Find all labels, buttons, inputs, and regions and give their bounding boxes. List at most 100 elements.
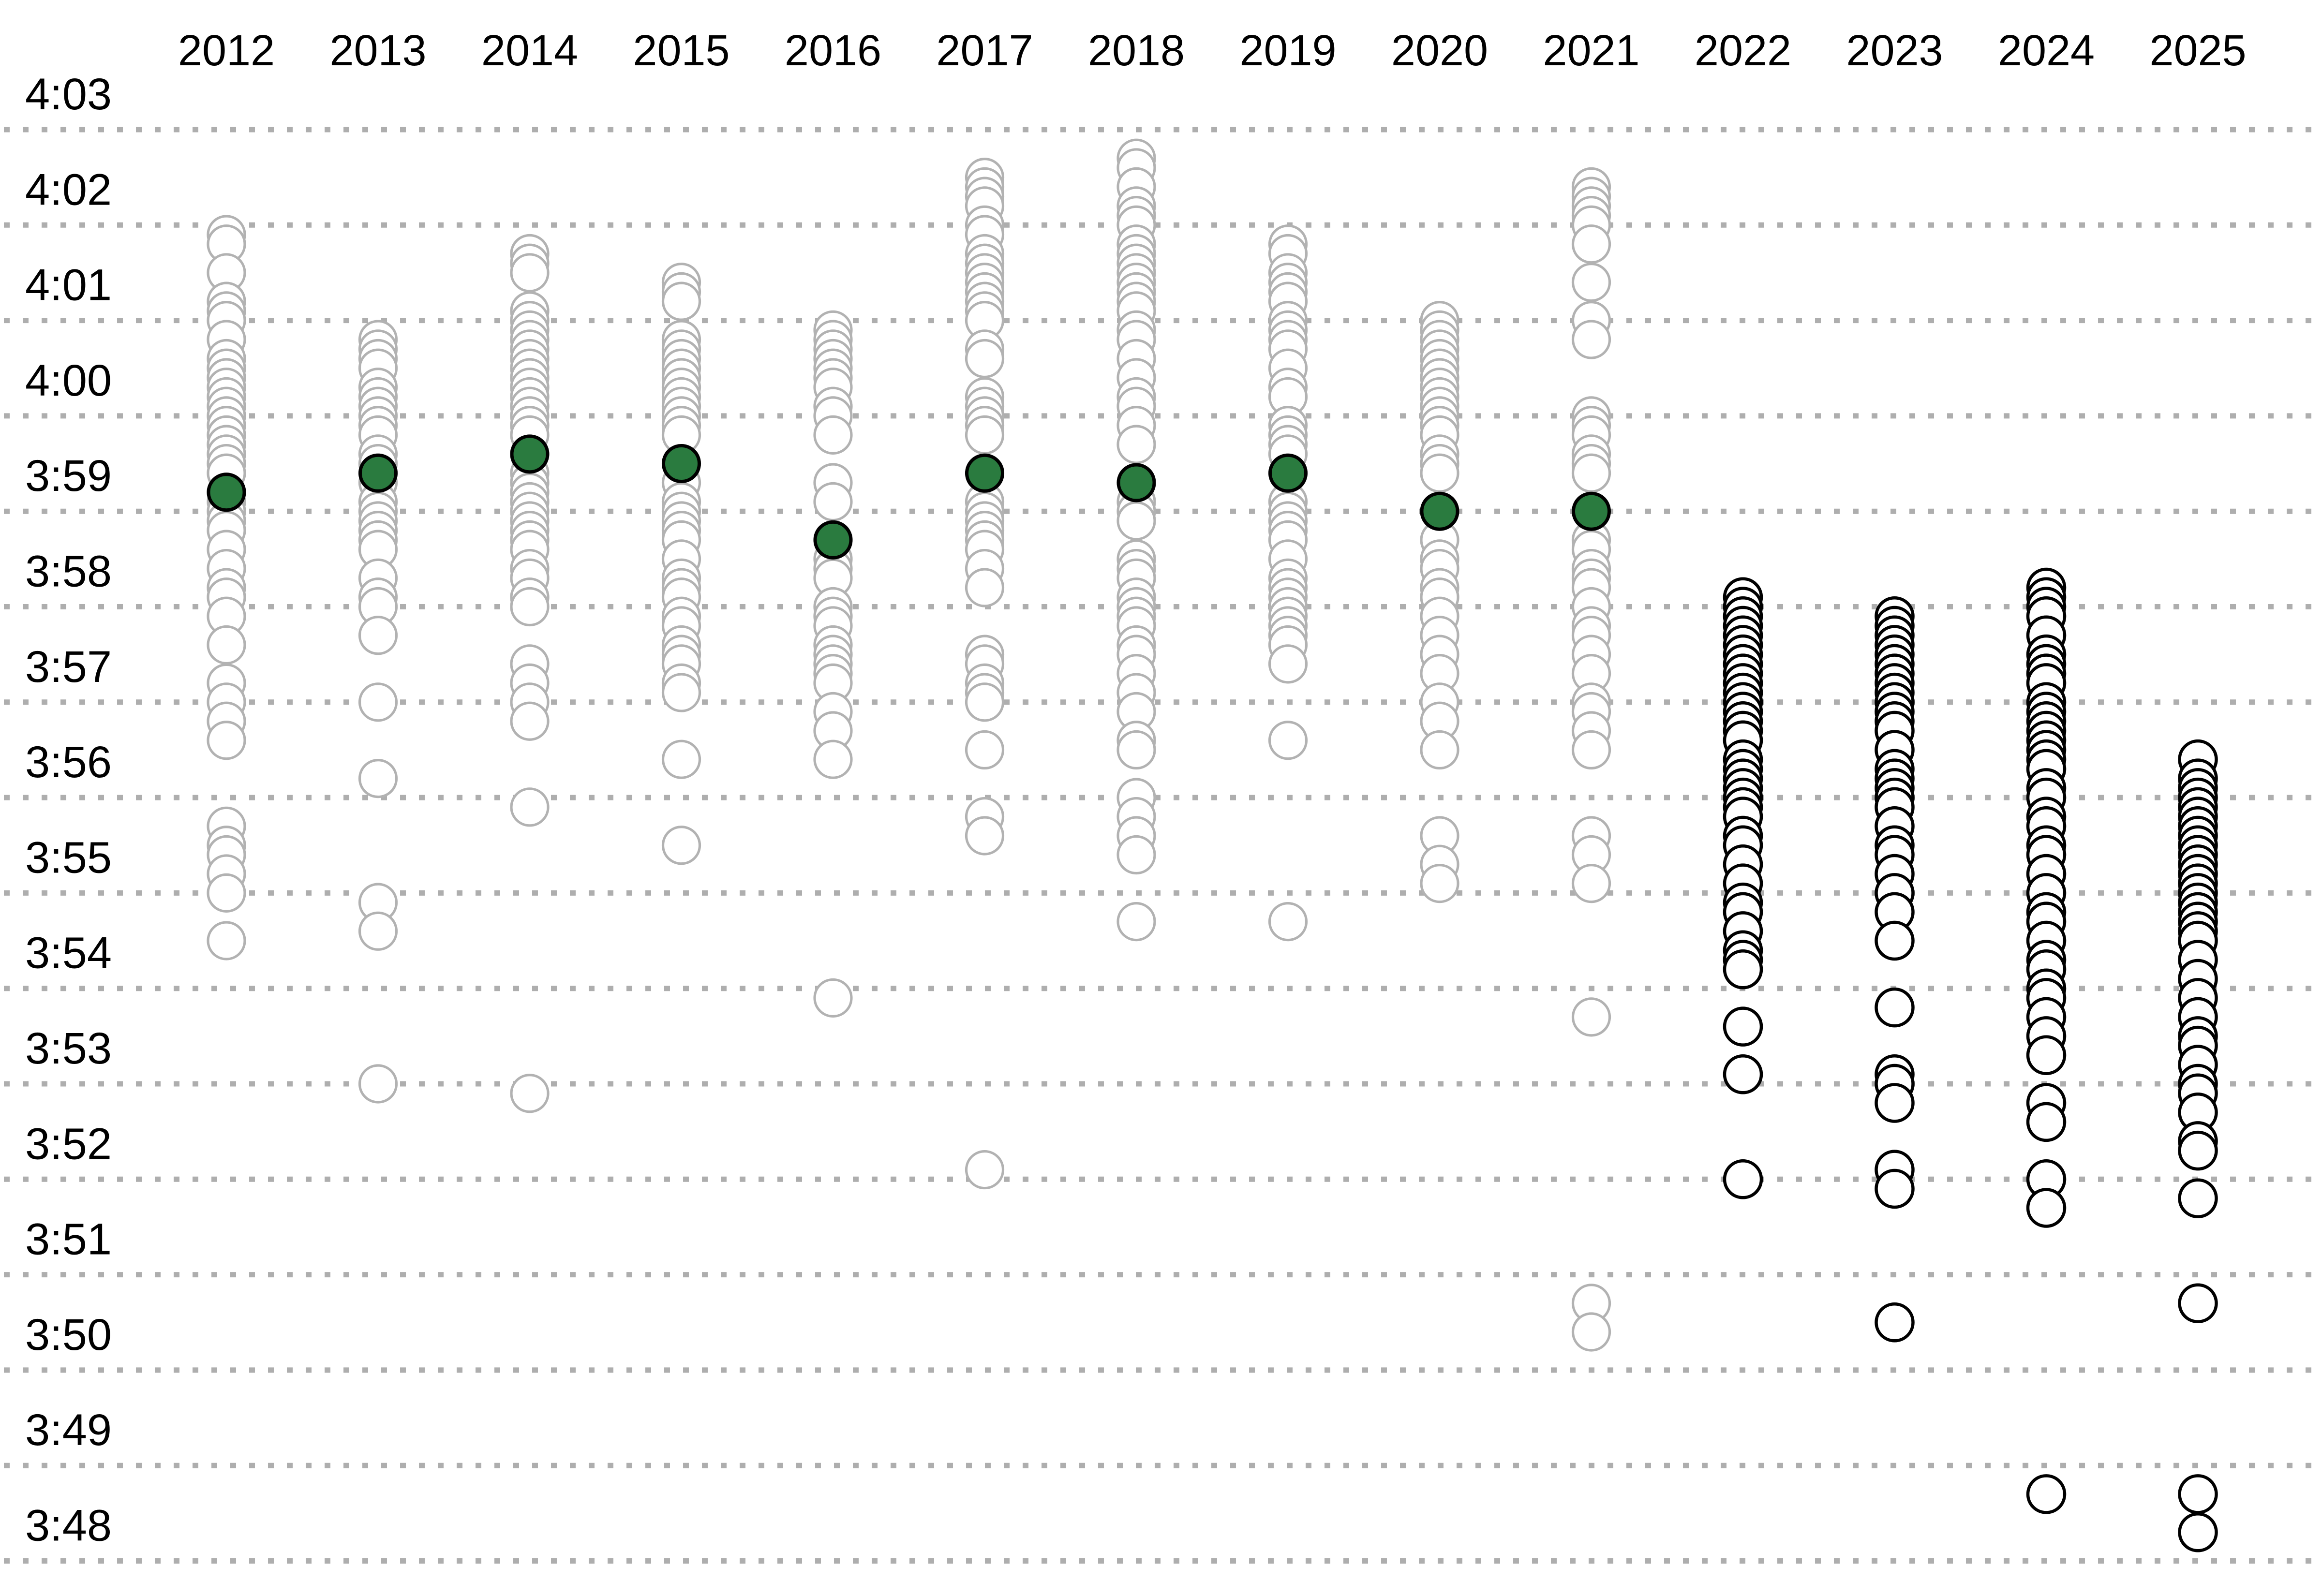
- time-dot-2012: [207, 873, 246, 913]
- time-dot-2021: [1571, 320, 1611, 359]
- year-label: 2023: [1846, 27, 1943, 75]
- median-dot-2019: [1268, 453, 1308, 493]
- time-dot-2024: [2026, 1102, 2067, 1142]
- year-label: 2024: [1998, 27, 2095, 75]
- time-dot-2016: [813, 415, 853, 455]
- year-label: 2025: [2149, 27, 2246, 75]
- time-axis-label: 3:56: [25, 738, 112, 787]
- time-dot-2025: [2178, 1474, 2218, 1514]
- year-label: 2013: [329, 27, 426, 75]
- time-dot-2014: [510, 787, 550, 827]
- time-dot-2012: [207, 625, 246, 665]
- time-axis-label: 3:51: [25, 1215, 112, 1264]
- time-dot-2012: [207, 921, 246, 961]
- time-dot-2014: [510, 1074, 550, 1113]
- time-dot-2021: [1571, 997, 1611, 1037]
- time-dot-2018: [1116, 425, 1156, 464]
- time-dot-2017: [965, 1150, 1005, 1190]
- time-axis-label: 3:53: [25, 1024, 112, 1073]
- time-dot-2022: [1723, 1159, 1763, 1199]
- time-axis-label: 4:02: [25, 165, 112, 214]
- time-dot-2013: [358, 616, 398, 655]
- time-axis-label: 4:00: [25, 356, 112, 405]
- time-axis-label: 3:48: [25, 1501, 112, 1551]
- time-dot-2021: [1571, 453, 1611, 493]
- year-label: 2015: [633, 27, 729, 75]
- year-label: 2014: [481, 27, 578, 75]
- time-axis-label: 4:03: [25, 70, 112, 119]
- year-label: 2016: [785, 27, 881, 75]
- time-dot-2018: [1116, 730, 1156, 770]
- time-dot-2022: [1723, 1006, 1763, 1047]
- time-dot-2013: [358, 1064, 398, 1104]
- time-dot-2023: [1875, 1083, 1915, 1123]
- time-dot-2025: [2178, 1178, 2218, 1219]
- time-dot-2021: [1571, 224, 1611, 264]
- time-dot-2022: [1723, 949, 1763, 990]
- time-dot-2016: [813, 739, 853, 779]
- median-dot-2018: [1116, 463, 1156, 502]
- time-dot-2018: [1116, 835, 1156, 875]
- time-dot-2015: [661, 281, 701, 321]
- time-dot-2012: [207, 721, 246, 760]
- time-dot-2013: [358, 682, 398, 722]
- time-axis-label: 3:58: [25, 547, 112, 596]
- time-dot-2023: [1875, 1168, 1915, 1209]
- time-dot-2023: [1875, 987, 1915, 1028]
- time-dot-2024: [2026, 1035, 2067, 1076]
- time-axis-label: 3:57: [25, 642, 112, 692]
- year-label: 2019: [1239, 27, 1336, 75]
- time-axis-label: 3:55: [25, 833, 112, 882]
- time-dot-2015: [661, 739, 701, 779]
- time-dot-2022: [1723, 1054, 1763, 1094]
- time-axis-label: 3:49: [25, 1405, 112, 1455]
- time-dot-2013: [358, 759, 398, 798]
- time-dot-2023: [1875, 1302, 1915, 1343]
- time-dot-2013: [358, 911, 398, 951]
- time-dot-2014: [510, 587, 550, 627]
- time-dot-2025: [2178, 1512, 2218, 1552]
- time-dot-2019: [1268, 901, 1308, 942]
- median-dot-2017: [965, 453, 1004, 493]
- year-label: 2020: [1391, 27, 1488, 75]
- time-dot-2014: [510, 701, 550, 741]
- time-dot-2024: [2026, 1188, 2067, 1228]
- year-label: 2018: [1088, 27, 1185, 75]
- time-axis-label: 3:52: [25, 1119, 112, 1168]
- time-dot-2019: [1268, 721, 1308, 760]
- time-dot-2015: [661, 826, 701, 865]
- time-dot-2018: [1116, 901, 1156, 942]
- time-dot-2023: [1875, 920, 1915, 961]
- year-label: 2012: [178, 27, 275, 75]
- time-dot-2020: [1420, 453, 1459, 493]
- time-dot-2017: [965, 339, 1005, 379]
- year-label: 2021: [1543, 27, 1639, 75]
- median-dot-2021: [1572, 491, 1611, 531]
- median-dot-2015: [662, 444, 701, 484]
- time-dot-2017: [965, 415, 1005, 455]
- time-dot-2015: [661, 673, 701, 712]
- median-dot-2016: [813, 520, 853, 560]
- time-axis-label: 4:01: [25, 261, 112, 310]
- median-dot-2014: [510, 434, 550, 474]
- time-axis-label: 3:54: [25, 929, 112, 978]
- time-dot-2021: [1571, 864, 1611, 903]
- time-axis-label: 3:50: [25, 1310, 112, 1360]
- year-label: 2017: [936, 27, 1033, 75]
- time-dot-2019: [1268, 644, 1308, 684]
- year-label: 2022: [1695, 27, 1791, 75]
- median-dot-2012: [207, 473, 246, 512]
- time-axis-label: 3:59: [25, 451, 112, 501]
- time-dot-2021: [1571, 730, 1611, 770]
- time-dot-2021: [1571, 263, 1611, 302]
- time-dot-2025: [2178, 1283, 2218, 1324]
- time-dot-2018: [1116, 501, 1156, 541]
- time-dot-2024: [2026, 1474, 2067, 1514]
- time-dot-2020: [1420, 730, 1459, 770]
- time-dot-2025: [2178, 1130, 2218, 1171]
- time-dot-2017: [965, 682, 1005, 722]
- time-dot-2020: [1420, 864, 1459, 903]
- median-dot-2013: [358, 453, 398, 493]
